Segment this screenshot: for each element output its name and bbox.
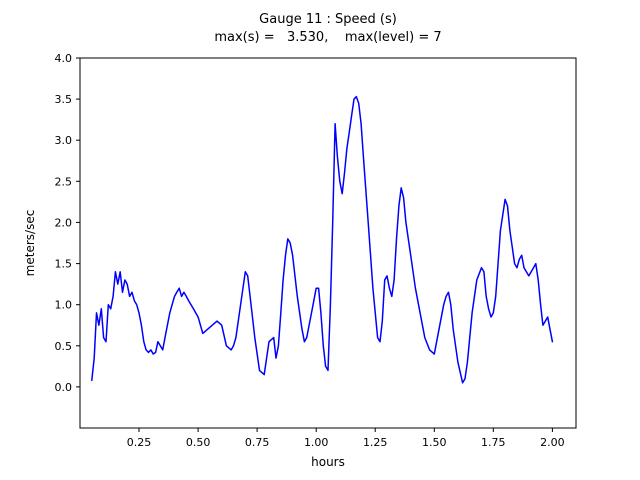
- chart-title: Gauge 11 : Speed (s): [259, 12, 397, 27]
- plot-border: [79, 57, 577, 429]
- y-tick-label: 0.0: [55, 381, 73, 394]
- y-tick-label: 1.0: [55, 299, 73, 312]
- x-tick-label: 1.25: [363, 436, 388, 449]
- chart-subtitle: max(s) = 3.530, max(level) = 7: [214, 30, 442, 45]
- y-tick-label: 0.5: [55, 340, 73, 353]
- x-tick-label: 0.75: [245, 436, 270, 449]
- y-tick-label: 2.5: [55, 175, 73, 188]
- x-tick-label: 0.25: [127, 436, 152, 449]
- y-tick-label: 1.5: [55, 258, 73, 271]
- x-tick-label: 1.00: [304, 436, 329, 449]
- y-axis-label: meters/sec: [23, 209, 37, 277]
- y-tick-label: 2.0: [55, 216, 73, 229]
- x-tick-label: 2.00: [540, 436, 565, 449]
- x-tick-label: 0.50: [186, 436, 211, 449]
- y-tick-label: 3.5: [55, 93, 73, 106]
- y-tick-label: 4.0: [55, 52, 73, 65]
- y-tick-label: 3.0: [55, 134, 73, 147]
- x-tick-label: 1.75: [481, 436, 506, 449]
- speed-series-line: [91, 95, 554, 384]
- x-tick-label: 1.50: [422, 436, 447, 449]
- x-axis-label: hours: [311, 455, 345, 469]
